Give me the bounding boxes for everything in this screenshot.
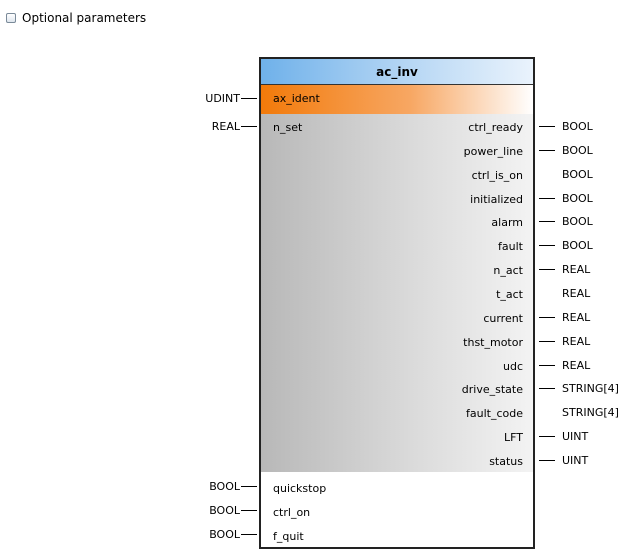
connector-udc[interactable] [539, 365, 555, 366]
connector-fault[interactable] [539, 245, 555, 246]
output-fault: fault [498, 240, 523, 253]
input-ctrl-on: ctrl_on [273, 506, 311, 519]
optional-parameters-toggle[interactable]: Optional parameters [6, 11, 146, 25]
output-alarm: alarm [491, 216, 523, 229]
connector-drive-state[interactable] [539, 388, 555, 389]
type-thst-motor: REAL [562, 335, 591, 348]
connector-thst-motor[interactable] [539, 341, 555, 342]
type-power-line: BOOL [562, 144, 593, 157]
type-udc: REAL [562, 359, 591, 372]
connector-alarm[interactable] [539, 221, 555, 222]
type-ctrl-on: BOOL [209, 504, 240, 517]
output-ctrl-ready: ctrl_ready [468, 121, 523, 134]
ax-ident-row[interactable]: ax_ident [261, 85, 533, 114]
output-t-act: t_act [496, 288, 523, 301]
connector-power-line[interactable] [539, 150, 555, 151]
type-f-quit: BOOL [209, 528, 240, 541]
function-block-ac-inv[interactable]: ac_inv ax_ident n_set ctrl_ready power_l… [259, 57, 535, 549]
connector-quickstop[interactable] [241, 486, 257, 487]
type-fault-code: STRING[4] [562, 406, 619, 419]
type-current: REAL [562, 311, 591, 324]
connector-ctrl-ready[interactable] [539, 126, 555, 127]
output-ctrl-is-on: ctrl_is_on [471, 169, 523, 182]
output-status: status [489, 455, 523, 468]
connector-n-act[interactable] [539, 269, 555, 270]
output-n-act: n_act [493, 264, 523, 277]
type-drive-state: STRING[4] [562, 382, 619, 395]
connector-ctrl-on[interactable] [241, 510, 257, 511]
optional-parameters-checkbox[interactable] [6, 13, 16, 23]
type-ax-ident: UDINT [205, 92, 240, 105]
optional-parameters-label: Optional parameters [22, 11, 147, 25]
type-status: UINT [562, 454, 589, 467]
block-body [261, 114, 533, 472]
block-title: ac_inv [261, 59, 533, 85]
type-n-act: REAL [562, 263, 591, 276]
input-ax-ident: ax_ident [273, 92, 320, 105]
connector-initialized[interactable] [539, 198, 555, 199]
type-lft: UINT [562, 430, 589, 443]
type-alarm: BOOL [562, 215, 593, 228]
output-udc: udc [502, 360, 523, 373]
output-fault-code: fault_code [466, 407, 523, 420]
type-n-set: REAL [211, 120, 240, 133]
input-f-quit: f_quit [273, 530, 304, 543]
type-ctrl-is-on: BOOL [562, 168, 593, 181]
type-ctrl-ready: BOOL [562, 120, 593, 133]
type-quickstop: BOOL [209, 480, 240, 493]
connector-f-quit[interactable] [241, 534, 257, 535]
output-initialized: initialized [470, 193, 523, 206]
output-drive-state: drive_state [461, 383, 523, 396]
output-lft: LFT [504, 431, 523, 444]
input-n-set: n_set [273, 121, 303, 134]
connector-status[interactable] [539, 460, 555, 461]
connector-ax-ident[interactable] [241, 98, 257, 99]
type-fault: BOOL [562, 239, 593, 252]
output-current: current [483, 312, 523, 325]
connector-current[interactable] [539, 317, 555, 318]
connector-lft[interactable] [539, 436, 555, 437]
type-initialized: BOOL [562, 192, 593, 205]
type-t-act: REAL [562, 287, 591, 300]
output-power-line: power_line [463, 145, 523, 158]
output-thst-motor: thst_motor [463, 336, 523, 349]
connector-n-set[interactable] [241, 126, 257, 127]
input-quickstop: quickstop [273, 482, 327, 495]
